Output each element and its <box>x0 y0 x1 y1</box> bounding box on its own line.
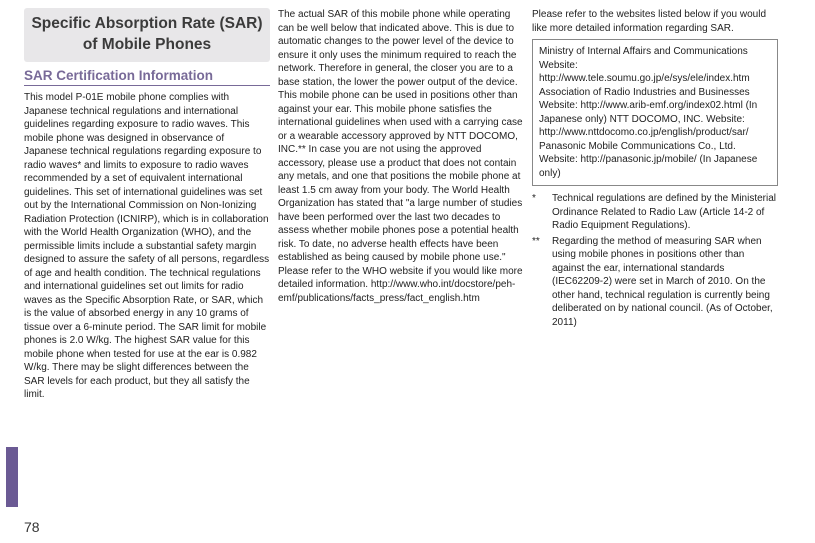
footnotes: * Technical regulations are defined by t… <box>532 192 778 329</box>
footnote-row: ** Regarding the method of measuring SAR… <box>532 235 778 330</box>
col2-text: The actual SAR of this mobile phone whil… <box>278 8 524 305</box>
column-1: Specific Absorption Rate (SAR) of Mobile… <box>24 8 278 497</box>
main-title: Specific Absorption Rate (SAR) of Mobile… <box>24 8 270 62</box>
column-3: Please refer to the websites listed belo… <box>532 8 786 497</box>
col3-intro: Please refer to the websites listed belo… <box>532 8 778 35</box>
footnote-mark: * <box>532 192 552 233</box>
sub-title: SAR Certification Information <box>24 68 270 86</box>
footnote-row: * Technical regulations are defined by t… <box>532 192 778 233</box>
footnote-text: Technical regulations are defined by the… <box>552 192 778 233</box>
side-tab <box>6 447 18 507</box>
page-content: Specific Absorption Rate (SAR) of Mobile… <box>0 0 815 505</box>
footnote-text: Regarding the method of measuring SAR wh… <box>552 235 778 330</box>
col1-text: This model P-01E mobile phone complies w… <box>24 91 270 402</box>
footnote-mark: ** <box>532 235 552 330</box>
websites-box: Ministry of Internal Affairs and Communi… <box>532 39 778 186</box>
side-label: Others <box>0 433 2 493</box>
column-2: The actual SAR of this mobile phone whil… <box>278 8 532 497</box>
page-number: 78 <box>24 519 40 535</box>
